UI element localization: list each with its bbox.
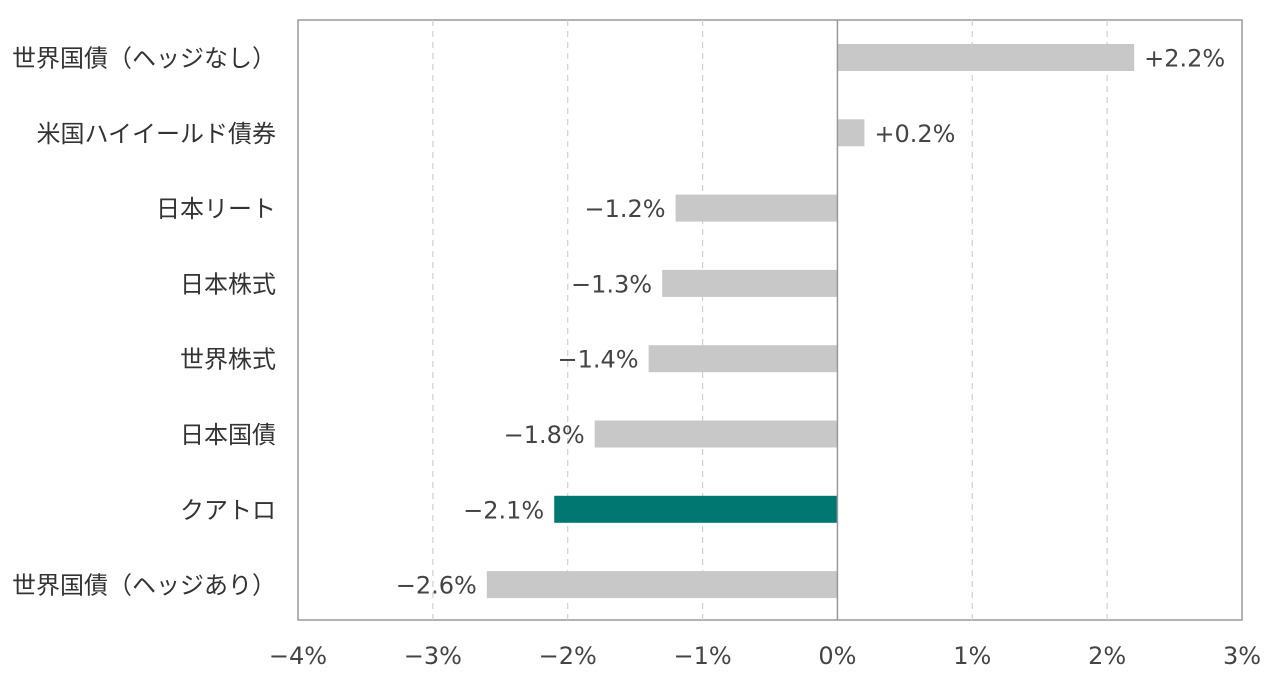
value-label: −2.1% — [463, 496, 544, 524]
grid-lines — [432, 20, 1108, 620]
category-label: 世界株式 — [180, 346, 276, 374]
value-label: +2.2% — [1144, 45, 1225, 73]
bar — [662, 269, 838, 297]
bar — [486, 571, 838, 599]
x-tick-label: 0% — [818, 642, 856, 670]
bar — [594, 420, 838, 448]
value-label: −1.3% — [571, 270, 652, 298]
bars-group — [486, 44, 1135, 599]
category-label: 日本リート — [156, 195, 276, 223]
value-label: −2.6% — [396, 572, 477, 600]
category-label: 日本株式 — [180, 270, 276, 298]
value-label: −1.2% — [585, 195, 666, 223]
x-tick-label: 2% — [1088, 642, 1126, 670]
category-label: 日本国債 — [180, 421, 276, 449]
x-tick-label: −1% — [673, 642, 731, 670]
bar-highlight — [554, 495, 838, 523]
x-tick-label: 1% — [953, 642, 991, 670]
bar — [648, 345, 838, 373]
value-label: +0.2% — [874, 120, 955, 148]
x-tick-label: −4% — [269, 642, 327, 670]
category-label: 米国ハイイールド債券 — [36, 120, 276, 148]
category-label: 世界国債（ヘッジなし） — [12, 45, 276, 73]
value-label: −1.4% — [558, 346, 639, 374]
x-tick-label: −2% — [539, 642, 597, 670]
x-tick-labels: −4% −3% −2% −1% 0% 1% 2% 3% — [269, 642, 1261, 670]
x-tick-label: 3% — [1223, 642, 1261, 670]
value-labels: +2.2% +0.2% −1.2% −1.3% −1.4% −1.8% −2.1% −2.6% — [396, 45, 1226, 600]
category-labels: 世界国債（ヘッジなし） 米国ハイイールド債券日本リート日本株式世界株式日本国債クア… — [12, 45, 276, 600]
bar — [837, 119, 865, 147]
plot-area-frame — [297, 19, 1243, 621]
x-tick-label: −3% — [404, 642, 462, 670]
category-label: クアトロ — [180, 496, 276, 524]
bar — [675, 194, 838, 222]
category-label: 世界国債（ヘッジあり） — [12, 572, 276, 600]
value-label: −1.8% — [504, 421, 585, 449]
bar — [837, 44, 1135, 71]
